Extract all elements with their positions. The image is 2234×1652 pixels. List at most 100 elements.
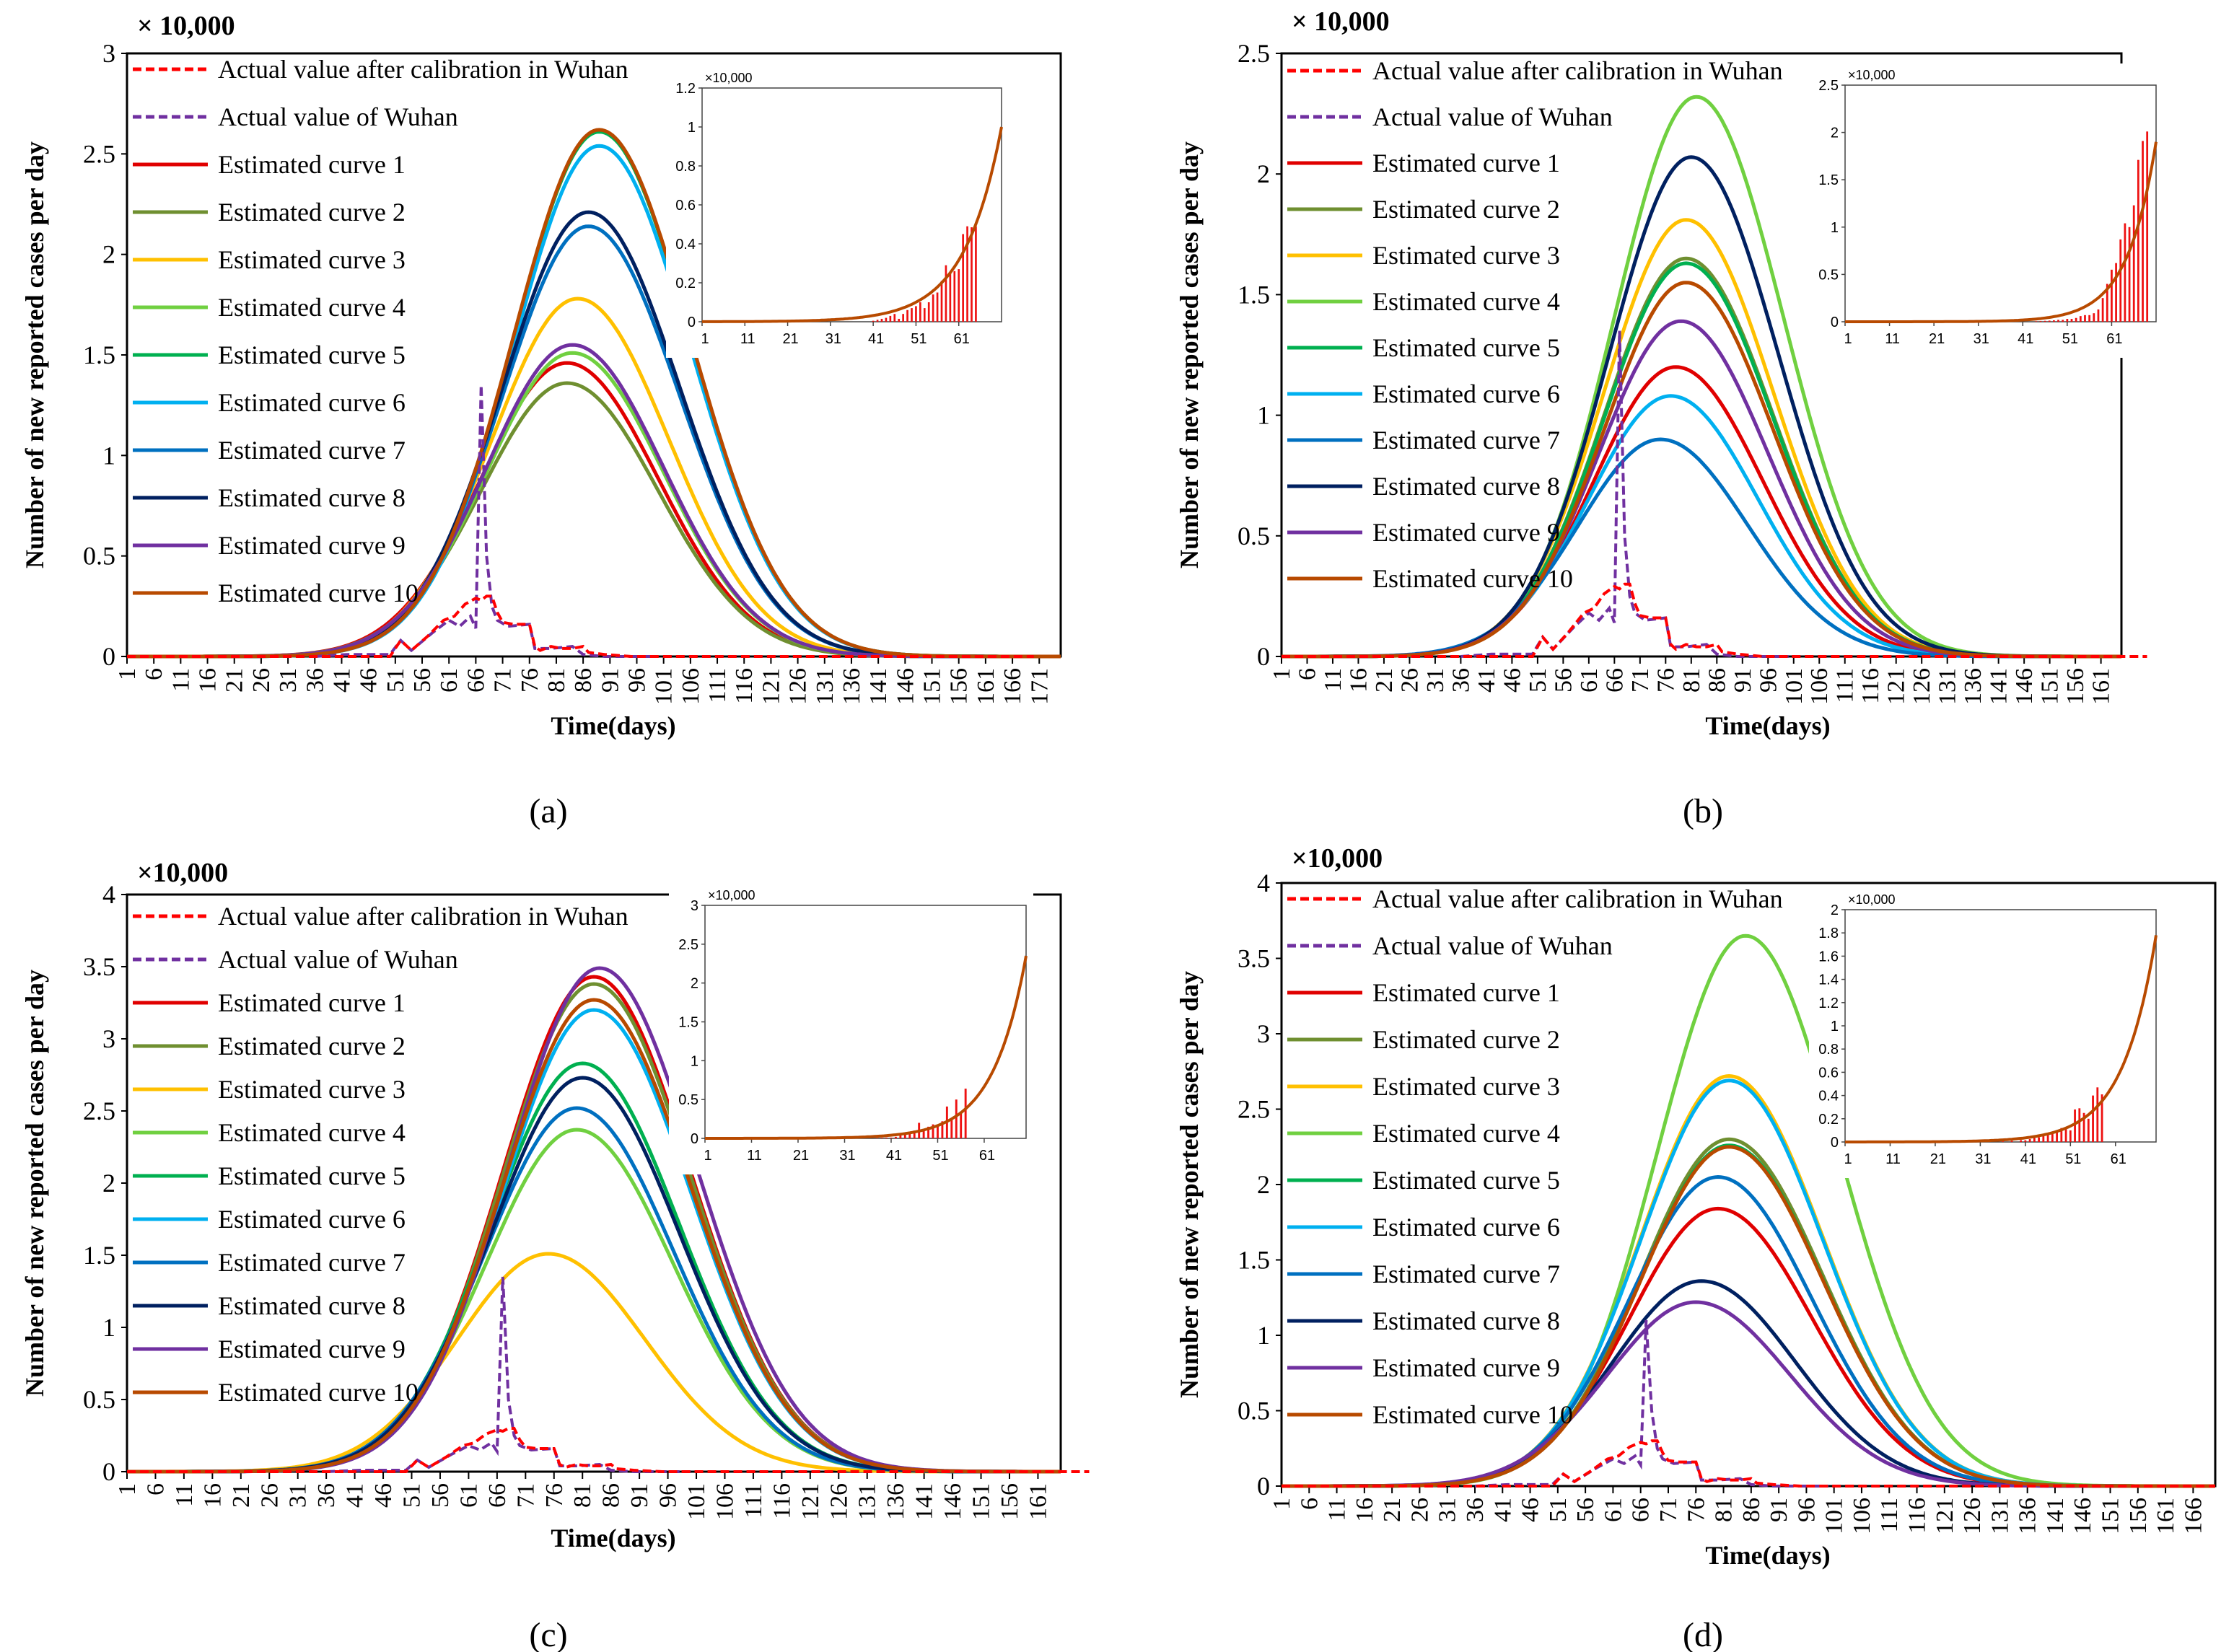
inset-bar — [2146, 131, 2149, 322]
inset-x-tick-label: 31 — [1975, 1151, 1991, 1167]
legend-item: Estimated curve 9 — [1287, 518, 1560, 547]
legend-item: Estimated curve 10 — [133, 1378, 419, 1407]
inset-bar — [2042, 1135, 2045, 1142]
y-tick-label: 2.5 — [1238, 39, 1270, 68]
inset-y-tick-label: 1 — [1831, 1019, 1839, 1034]
inset-y-tick-label: 0 — [1831, 1135, 1839, 1151]
x-axis-title: Time(days) — [1705, 1541, 1830, 1570]
inset-bar — [966, 226, 968, 322]
inset-bar — [872, 320, 875, 322]
legend-item: Estimated curve 4 — [133, 293, 406, 322]
inset-bar — [915, 306, 917, 322]
x-tick-label: 96 — [623, 668, 650, 693]
inset-estimated-curve — [1845, 141, 2158, 323]
legend-item: Estimated curve 9 — [133, 1335, 406, 1363]
inset-x-tick-label: 61 — [2111, 1151, 2126, 1167]
legend-item: Estimated curve 1 — [1287, 978, 1560, 1007]
legend-item: Actual value of Wuhan — [1287, 931, 1613, 960]
x-tick-label: 66 — [1628, 1498, 1655, 1522]
x-tick-label: 1 — [114, 1483, 141, 1495]
x-tick-label: 136 — [882, 1483, 909, 1520]
inset-bar — [2033, 1138, 2036, 1142]
inset-x-tick-label: 31 — [839, 1148, 855, 1164]
inset-bar — [2075, 317, 2077, 322]
legend-label: Estimated curve 7 — [1372, 426, 1560, 454]
x-tick-label: 156 — [946, 668, 973, 705]
x-tick-label: 131 — [812, 668, 838, 705]
legend-item: Actual value of Wuhan — [1287, 102, 1613, 131]
y-tick-label: 0.5 — [1238, 1397, 1270, 1425]
legend-label: Estimated curve 4 — [1372, 287, 1560, 316]
chart-panel-d: 00.511.522.533.541 6 11 16 21 26 31 36 41 46 51 56 6… — [1175, 843, 2217, 1652]
x-tick-label: 11 — [1324, 1498, 1351, 1521]
x-tick-label: 111 — [740, 1483, 767, 1518]
x-tick-label: 61 — [436, 668, 463, 693]
inset-scale-label: ×10,000 — [708, 888, 755, 902]
legend-label: Estimated curve 2 — [218, 198, 406, 227]
x-tick-label: 16 — [199, 1483, 226, 1508]
x-tick-label: 131 — [1935, 668, 1961, 705]
x-tick-label: 141 — [865, 668, 892, 705]
x-axis-title: Time(days) — [1705, 711, 1830, 740]
inset-chart: 00.20.40.60.811.21.41.61.821 11 21 31 41 51 61… — [1809, 888, 2163, 1178]
x-tick-label: 51 — [399, 1483, 426, 1508]
legend-item: Estimated curve 8 — [133, 483, 406, 512]
x-axis-title: Time(days) — [551, 1524, 675, 1552]
legend-item: Estimated curve 10 — [1287, 1400, 1573, 1429]
inset-bar — [2079, 316, 2082, 322]
x-tick-label: 71 — [512, 1483, 539, 1508]
y-tick-label: 2 — [102, 1169, 115, 1198]
x-tick-label: 61 — [455, 1483, 482, 1508]
inset-bar — [2082, 1112, 2085, 1142]
inset-bar — [903, 1133, 906, 1138]
legend-label: Estimated curve 9 — [1372, 518, 1560, 547]
inset-bar — [880, 318, 883, 322]
x-tick-label: 101 — [1821, 1498, 1848, 1534]
x-tick-label: 161 — [2088, 668, 2115, 705]
legend-item: Estimated curve 8 — [133, 1291, 406, 1320]
inset-x-tick-label: 1 — [1844, 331, 1852, 347]
x-tick-label: 46 — [1499, 668, 1525, 693]
legend-item: Estimated curve 2 — [1287, 195, 1560, 224]
legend-label: Actual value of Wuhan — [1372, 102, 1613, 131]
inset-bar — [958, 269, 960, 322]
y-tick-label: 0.5 — [83, 542, 115, 571]
y-tick-label: 2.5 — [83, 139, 115, 168]
legend-label: Estimated curve 2 — [218, 1032, 406, 1060]
x-tick-label: 56 — [1550, 668, 1577, 693]
x-tick-label: 1 — [114, 668, 141, 680]
y-tick-label: 2.5 — [1238, 1095, 1270, 1124]
x-tick-label: 101 — [1781, 668, 1808, 705]
inset-bar — [911, 308, 913, 322]
legend: Actual value after calibration in Wuhan A… — [133, 55, 628, 607]
y-tick-label: 0 — [102, 1457, 115, 1486]
inset-bar — [2137, 159, 2139, 322]
y-scale-label: ×10,000 — [137, 858, 228, 888]
inset-x-tick-label: 11 — [1885, 331, 1900, 347]
y-tick-label: 2.5 — [83, 1097, 115, 1125]
inset-bar — [2087, 1118, 2090, 1142]
inset-y-tick-label: 0.2 — [1818, 1112, 1839, 1128]
x-tick-label: 21 — [1371, 668, 1398, 693]
legend-item: Estimated curve 2 — [133, 1032, 406, 1060]
panel-caption: (a) — [529, 792, 567, 830]
y-tick-label: 1 — [1257, 1321, 1270, 1350]
actual-wuhan-line — [326, 1276, 691, 1473]
x-tick-label: 111 — [1832, 668, 1859, 703]
y-scale-label: × 10,000 — [1292, 6, 1390, 37]
x-tick-label: 161 — [1025, 1483, 1051, 1520]
estimated-curve-10 — [127, 128, 1061, 659]
x-tick-label: 96 — [1755, 668, 1782, 693]
x-tick-label: 46 — [1517, 1498, 1544, 1522]
legend-label: Estimated curve 4 — [218, 293, 406, 322]
x-tick-label: 131 — [854, 1483, 881, 1520]
inset-x-tick-label: 21 — [1929, 331, 1945, 347]
inset-x-tick-label: 41 — [2018, 331, 2033, 347]
x-tick-label: 121 — [1932, 1498, 1958, 1534]
x-tick-label: 166 — [999, 668, 1026, 705]
x-tick-label: 151 — [919, 668, 946, 705]
inset-bar — [964, 1089, 967, 1138]
x-tick-label: 141 — [911, 1483, 938, 1520]
inset-x-tick-label: 51 — [2062, 331, 2078, 347]
inset-y-tick-label: 2.5 — [678, 937, 698, 953]
